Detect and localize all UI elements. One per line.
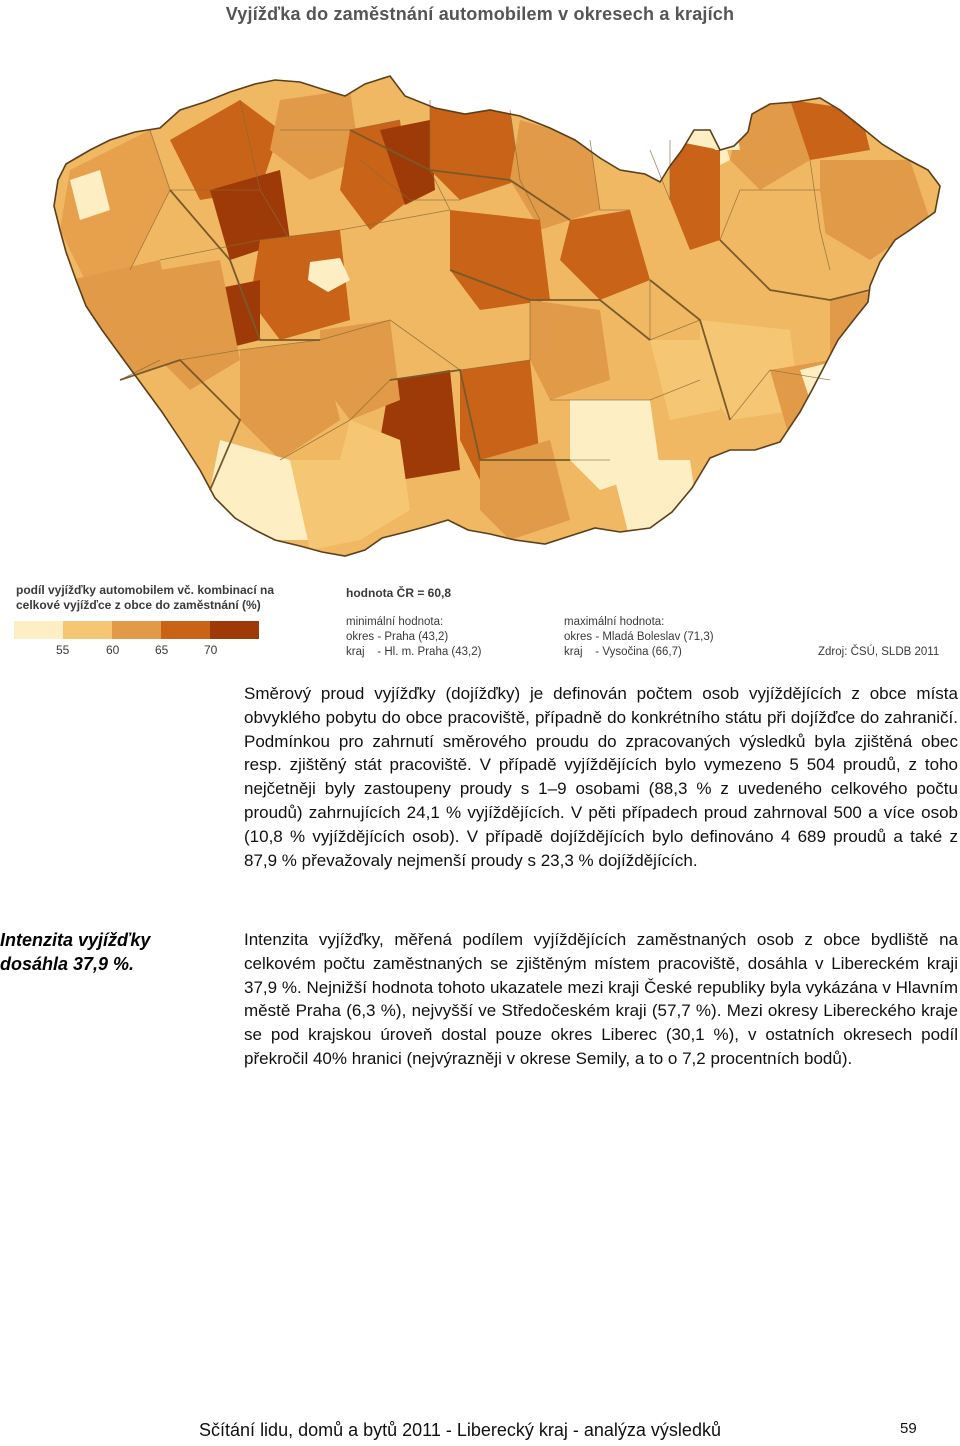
margin-note: Intenzita vyjížďky dosáhla 37,9 %. [0,930,151,974]
legend-tick: 70 [204,643,218,657]
national-value: hodnota ČR = 60,8 [346,586,452,600]
source-note: Zdroj: ČSÚ, SLDB 2011 [818,646,940,658]
page-footer: Sčítání lidu, domů a bytů 2011 - Liberec… [199,1420,721,1440]
legend-swatch-4 [161,621,210,639]
legend-tick: 60 [106,643,120,657]
legend-ticks: 55 60 65 70 [14,643,264,659]
legend-tick: 55 [56,643,70,657]
paragraph-1: Směrový proud vyjížďky (dojížďky) je def… [244,684,958,870]
choropleth-map [10,40,960,670]
legend-swatch-3 [112,621,161,639]
map-title: Vyjížďka do zaměstnání automobilem v okr… [225,4,735,24]
legend-tick: 65 [155,643,169,657]
legend-swatch-1 [14,621,63,639]
country-border [53,75,941,557]
max-label: maximální hodnota: [564,616,665,628]
max-kraj: kraj - Vysočina (66,7) [564,646,682,658]
district-fills [54,76,940,556]
min-label: minimální hodnota: [346,616,444,628]
min-kraj: kraj - Hl. m. Praha (43,2) [346,646,482,658]
legend-swatch-2 [63,621,112,639]
min-okres: okres - Praha (43,2) [346,631,449,643]
page-number: 59 [900,1420,917,1437]
czech-districts-map [53,75,941,557]
legend-color-scale [14,621,259,639]
legend-swatch-5 [210,621,259,639]
paragraph-2: Intenzita vyjížďky, měřená podílem vyjíž… [244,930,958,1068]
max-okres: okres - Mladá Boleslav (71,3) [564,631,714,643]
kraj-boundaries [119,129,871,491]
legend-title: podíl vyjížďky automobilem vč. kombinací… [16,583,275,612]
